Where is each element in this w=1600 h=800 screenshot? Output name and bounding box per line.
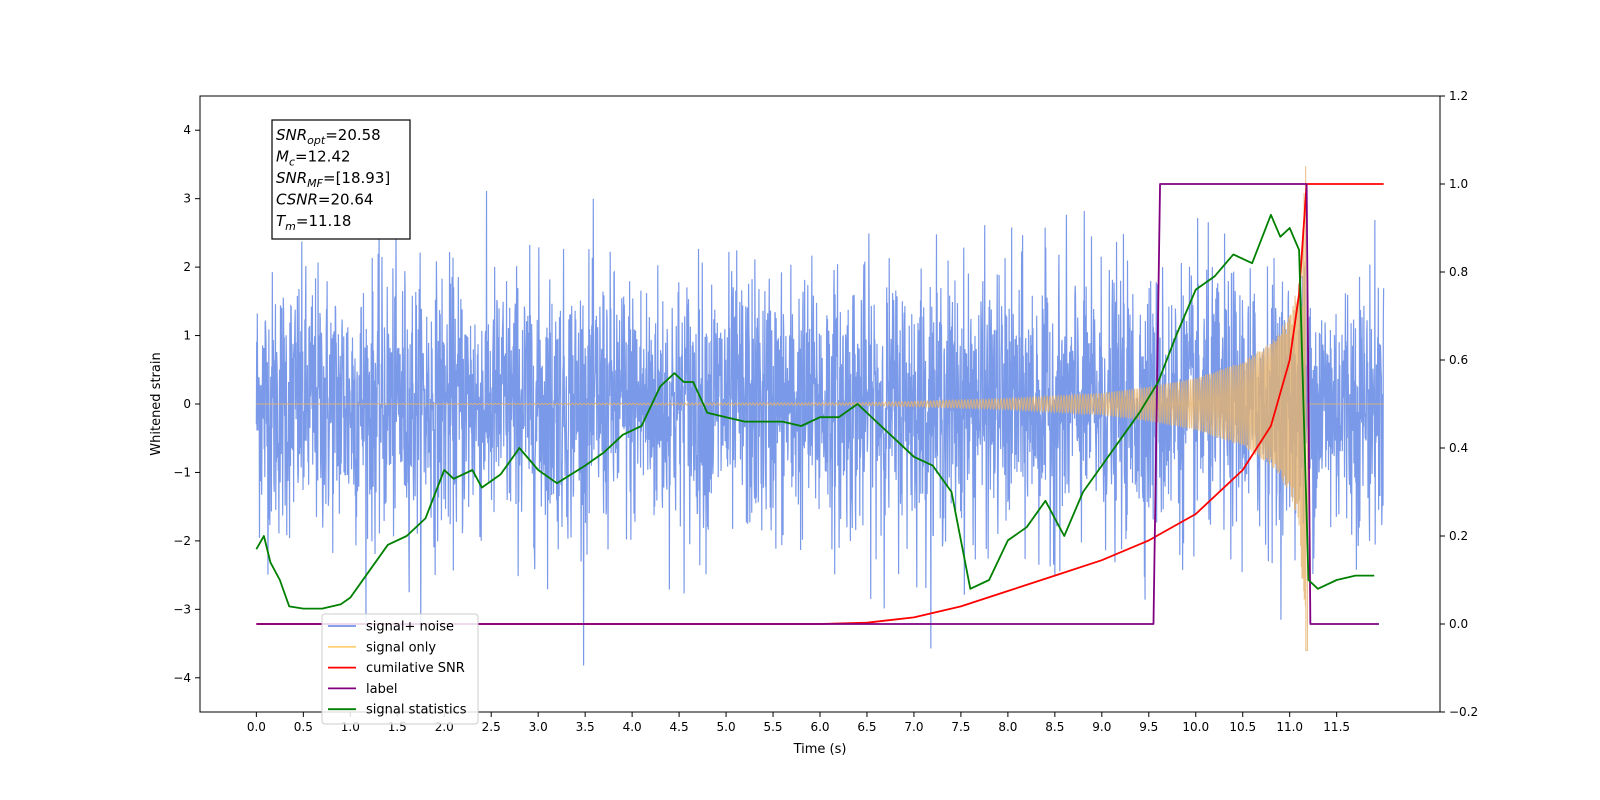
y-tick-label: 0 — [183, 397, 191, 411]
plot-area — [255, 166, 1385, 666]
y2-tick-label: 0.6 — [1449, 353, 1468, 367]
annotation-line: Tm=11.18 — [276, 212, 351, 233]
y2-tick-label: 1.0 — [1449, 177, 1468, 191]
y-tick-label: −2 — [173, 534, 191, 548]
x-axis-label: Time (s) — [793, 742, 847, 757]
legend-label: cumilative SNR — [366, 661, 465, 676]
x-tick-label: 0.0 — [247, 720, 266, 734]
x-tick-label: 5.0 — [717, 720, 736, 734]
x-tick-label: 9.0 — [1092, 720, 1111, 734]
y-tick-label: −1 — [173, 465, 191, 479]
legend-label: signal only — [366, 640, 436, 655]
y2-axis-ticks: 1.2 1.0 0.8 0.6 0.4 0.2 0.0 −0.2 — [1440, 89, 1478, 719]
y-axis-ticks: 4 3 2 1 0 −1 −2 −3 −4 — [173, 123, 200, 685]
x-tick-label: 8.0 — [998, 720, 1017, 734]
annotation-line: Mc=12.42 — [276, 148, 351, 169]
y2-tick-label: 0.2 — [1449, 529, 1468, 543]
annotation-box: SNRopt=20.58Mc=12.42SNRMF=[18.93]CSNR=20… — [271, 119, 411, 240]
annotation-line: SNRMF=[18.93] — [276, 169, 390, 190]
x-tick-label: 2.5 — [482, 720, 501, 734]
y-tick-label: 1 — [183, 329, 191, 343]
x-tick-label: 10.5 — [1229, 720, 1256, 734]
x-tick-label: 11.0 — [1276, 720, 1303, 734]
y2-tick-label: 1.2 — [1449, 89, 1468, 103]
annotation-line: SNRopt=20.58 — [276, 126, 381, 147]
series-signal-statistics — [255, 213, 1375, 610]
x-tick-label: 7.0 — [904, 720, 923, 734]
x-tick-label: 3.0 — [529, 720, 548, 734]
y2-tick-label: 0.4 — [1449, 441, 1468, 455]
y-axis-label: Whitened strain — [149, 352, 164, 455]
series-label — [256, 183, 1379, 625]
x-tick-label: 11.5 — [1323, 720, 1350, 734]
legend-label: label — [366, 682, 397, 697]
annotation-line: CSNR=20.64 — [276, 191, 373, 209]
legend-label: signal statistics — [366, 703, 467, 718]
x-tick-label: 4.5 — [670, 720, 689, 734]
series-cumulative-snr — [256, 183, 1384, 625]
y2-tick-label: 0.0 — [1449, 617, 1468, 631]
y-tick-label: −4 — [173, 671, 191, 685]
x-tick-label: 0.5 — [294, 720, 313, 734]
x-tick-label: 3.5 — [576, 720, 595, 734]
x-tick-label: 5.5 — [763, 720, 782, 734]
y-tick-label: 2 — [183, 260, 191, 274]
x-tick-label: 6.5 — [857, 720, 876, 734]
series-signal-only — [256, 166, 1384, 651]
y-tick-label: 4 — [183, 123, 191, 137]
x-tick-label: 8.5 — [1045, 720, 1064, 734]
y2-tick-label: 0.8 — [1449, 265, 1468, 279]
x-tick-label: 9.5 — [1139, 720, 1158, 734]
legend: signal+ noise signal only cumilative SNR la… — [321, 613, 479, 725]
x-tick-label: 6.0 — [810, 720, 829, 734]
x-tick-label: 4.0 — [623, 720, 642, 734]
annotation-frame — [271, 119, 411, 240]
y2-tick-label: −0.2 — [1449, 705, 1478, 719]
y-tick-label: 3 — [183, 192, 191, 206]
legend-label: signal+ noise — [366, 620, 454, 635]
y-tick-label: −3 — [173, 602, 191, 616]
x-tick-label: 10.0 — [1182, 720, 1209, 734]
legend-frame — [321, 613, 479, 725]
x-tick-label: 7.5 — [951, 720, 970, 734]
